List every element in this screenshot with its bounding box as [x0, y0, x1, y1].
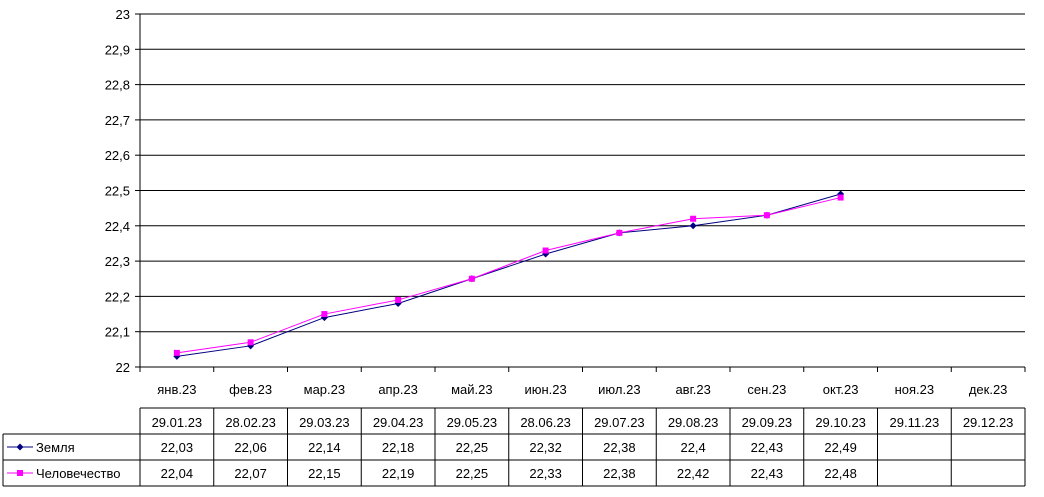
- x-tick-label: апр.23: [378, 382, 418, 397]
- data-point-marker: [616, 229, 623, 236]
- series-markers: [173, 190, 845, 360]
- axes: [135, 13, 1026, 372]
- data-point-marker: [321, 311, 328, 318]
- table-value-cell: 22,19: [382, 466, 415, 481]
- table-value-cell: 22,49: [824, 440, 857, 455]
- legend-key-marker: [17, 470, 23, 476]
- x-tick-label: дек.23: [969, 382, 1008, 397]
- y-tick-label: 22,4: [105, 219, 130, 234]
- table-value-cell: 22,15: [308, 466, 341, 481]
- table-date-cell: 29.04.23: [373, 415, 424, 430]
- gridlines: [140, 13, 1025, 333]
- x-tick-label: фев.23: [229, 382, 272, 397]
- y-tick-labels: 22 22,1 22,2 22,3 22,4 22,5 22,6 22,7 22,8 22,9 23: [105, 7, 130, 375]
- table-value-cell: 22,48: [824, 466, 857, 481]
- x-tick-label: май.23: [451, 382, 493, 397]
- y-tick-label: 22,6: [105, 148, 130, 163]
- legend-series-name: Земля: [36, 440, 75, 455]
- legend-series-name: Человечество: [36, 466, 120, 481]
- x-tick-label: ноя.23: [895, 382, 935, 397]
- data-table: 29.01.23 28.02.23 29.03.23 29.04.23 29.05.23…: [2, 407, 1026, 487]
- table-date-cell: 29.07.23: [594, 415, 645, 430]
- y-tick-label: 22,7: [105, 113, 130, 128]
- y-tick-label: 22: [116, 360, 130, 375]
- table-date-cell: 29.10.23: [815, 415, 866, 430]
- table-date-cell: 29.12.23: [963, 415, 1014, 430]
- table-value-cell: 22,18: [382, 440, 415, 455]
- table-value-cell: 22,07: [234, 466, 267, 481]
- table-date-cell: 28.02.23: [225, 415, 276, 430]
- x-tick-labels: янв.23 фев.23 мар.23 апр.23 май.23 июн.23 июл.…: [157, 382, 1007, 397]
- table-value-cell: 22,32: [529, 440, 562, 455]
- table-value-cell: 22,14: [308, 440, 341, 455]
- data-point-marker: [689, 222, 697, 230]
- table-value-cell: 22,04: [161, 466, 194, 481]
- table-value-cell: 22,43: [751, 440, 784, 455]
- table-value-cell: 22,38: [603, 440, 636, 455]
- data-point-marker: [247, 339, 254, 346]
- data-point-marker: [542, 247, 549, 254]
- x-tick-label: янв.23: [157, 382, 196, 397]
- table-value-cell: 22,4: [680, 440, 705, 455]
- data-point-marker: [837, 194, 844, 201]
- x-tick-label: авг.23: [675, 382, 710, 397]
- table-value-cell: 22,43: [751, 466, 784, 481]
- table-date-cell: 28.06.23: [520, 415, 571, 430]
- x-tick-label: июн.23: [524, 382, 566, 397]
- y-tick-label: 22,3: [105, 254, 130, 269]
- y-tick-label: 23: [116, 7, 130, 22]
- table-value-cell: 22,42: [677, 466, 710, 481]
- table-date-cell: 29.01.23: [152, 415, 203, 430]
- data-point-marker: [173, 349, 180, 356]
- table-date-cell: 29.11.23: [890, 415, 940, 430]
- x-tick-label: июл.23: [598, 382, 640, 397]
- x-tick-label: окт.23: [823, 382, 859, 397]
- table-date-cell: 29.08.23: [668, 415, 719, 430]
- table-value-cell: 22,33: [529, 466, 562, 481]
- data-point-marker: [468, 275, 475, 282]
- y-tick-label: 22,8: [105, 78, 130, 93]
- table-date-cell: 29.05.23: [447, 415, 498, 430]
- y-tick-label: 22,5: [105, 184, 130, 199]
- table-value-cell: 22,25: [456, 466, 489, 481]
- series-lines: [176, 193, 841, 357]
- y-tick-label: 22,1: [105, 325, 130, 340]
- legend-key-marker: [16, 443, 24, 451]
- x-tick-label: сен.23: [747, 382, 786, 397]
- series-line: [176, 193, 841, 357]
- data-point-marker: [690, 215, 697, 222]
- table-date-cell: 29.03.23: [299, 415, 350, 430]
- table-date-cell: 29.09.23: [742, 415, 793, 430]
- data-point-marker: [763, 212, 770, 219]
- table-value-cell: 22,03: [161, 440, 194, 455]
- y-tick-label: 22,9: [105, 42, 130, 57]
- table-value-cell: 22,25: [456, 440, 489, 455]
- table-value-cell: 22,38: [603, 466, 636, 481]
- y-tick-label: 22,2: [105, 289, 130, 304]
- x-tick-label: мар.23: [304, 382, 345, 397]
- data-point-marker: [395, 296, 402, 303]
- series-line: [176, 197, 841, 354]
- table-value-cell: 22,06: [234, 440, 267, 455]
